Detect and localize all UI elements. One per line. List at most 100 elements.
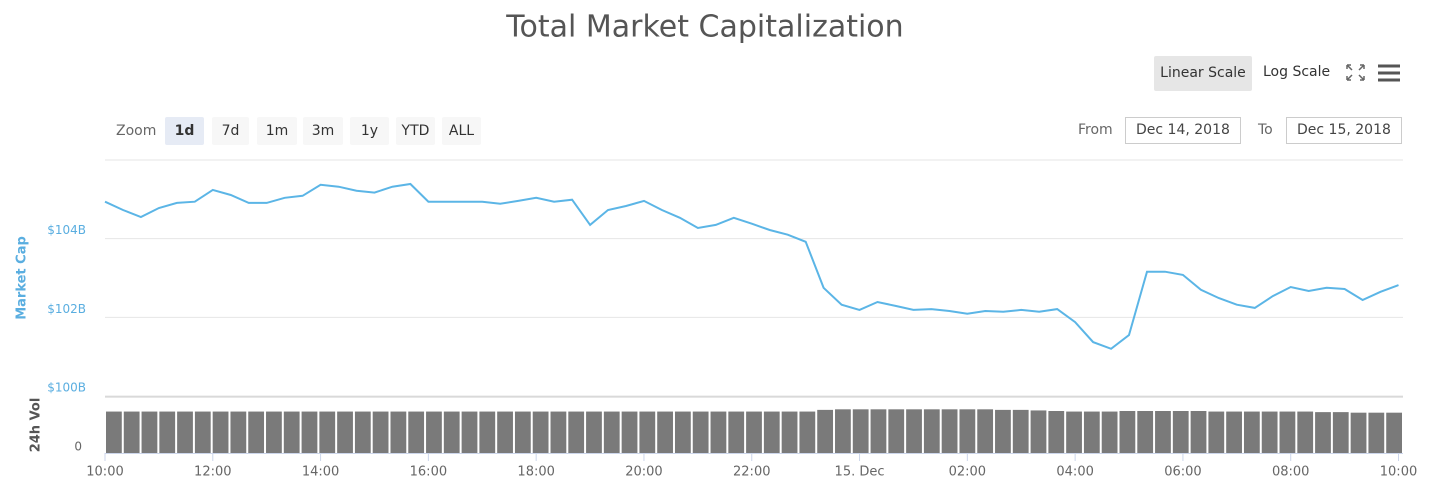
- volume-bar: [1083, 411, 1100, 453]
- volume-bar: [177, 411, 193, 453]
- volume-bar: [337, 411, 353, 453]
- volume-bar: [906, 409, 922, 453]
- volume-bar: [1332, 412, 1349, 453]
- zoom-button[interactable]: ALL: [442, 117, 481, 145]
- x-tick-label: 12:00: [194, 465, 231, 480]
- volume-bar: [159, 411, 176, 453]
- volume-bar: [746, 411, 762, 453]
- linear-scale-button[interactable]: Linear Scale: [1154, 56, 1252, 91]
- volume-bar: [1208, 411, 1225, 453]
- volume-bar: [568, 411, 585, 453]
- volume-bar: [959, 409, 976, 453]
- volume-bar: [461, 411, 478, 453]
- volume-bar: [1297, 411, 1314, 453]
- volume-bar: [1350, 412, 1367, 453]
- volume-bar: [194, 411, 211, 453]
- volume-bar: [1066, 411, 1082, 453]
- volume-bar: [1048, 411, 1065, 453]
- volume-bar: [1119, 411, 1136, 453]
- volume-bar: [1012, 409, 1029, 453]
- zoom-button[interactable]: 1y: [350, 117, 389, 145]
- volume-bar: [781, 411, 798, 453]
- volume-bar: [657, 411, 673, 453]
- x-tick-label: 15. Dec: [835, 465, 885, 480]
- x-tick-label: 10:00: [86, 465, 123, 480]
- volume-bar: [390, 411, 407, 453]
- to-label: To: [1258, 122, 1273, 138]
- volume-bar: [710, 411, 727, 453]
- volume-bar: [212, 411, 229, 453]
- x-tick-label: 20:00: [625, 465, 662, 480]
- volume-bar: [230, 411, 247, 453]
- y-tick-label: $104B: [47, 223, 86, 237]
- volume-bar: [497, 411, 513, 453]
- volume-bar: [728, 411, 745, 453]
- volume-bar: [550, 411, 567, 453]
- from-input[interactable]: Dec 14, 2018: [1125, 117, 1241, 144]
- volume-bar: [354, 411, 371, 453]
- volume-bar: [1226, 411, 1242, 453]
- x-tick-label: 02:00: [949, 465, 986, 480]
- log-scale-button[interactable]: Log Scale: [1263, 64, 1331, 80]
- to-input[interactable]: Dec 15, 2018: [1286, 117, 1402, 144]
- market-cap-line: [104, 182, 1399, 350]
- volume-bar: [266, 411, 282, 453]
- x-tick-label: 08:00: [1272, 465, 1309, 480]
- volume-bar: [603, 411, 620, 453]
- zoom-button[interactable]: 3m: [303, 117, 343, 145]
- x-tick-label: 10:00: [1380, 465, 1417, 480]
- volume-bar: [763, 411, 780, 453]
- volume-bar: [319, 411, 336, 453]
- volume-bar: [1172, 411, 1189, 453]
- volume-bar: [1101, 411, 1118, 453]
- volume-bar: [443, 411, 460, 453]
- volume-bar: [799, 411, 816, 453]
- y-tick-label: $100B: [47, 381, 86, 395]
- volume-bar: [248, 411, 265, 453]
- volume-bar: [479, 411, 496, 453]
- volume-bar: [835, 409, 851, 453]
- volume-bar: [1368, 412, 1385, 453]
- volume-bar: [1155, 411, 1171, 453]
- volume-bar: [1279, 411, 1296, 453]
- volume-bar: [1137, 411, 1154, 453]
- volume-bar: [106, 411, 122, 453]
- volume-bar: [283, 411, 300, 453]
- volume-bar: [514, 411, 531, 453]
- volume-bar: [426, 411, 442, 453]
- volume-bar: [586, 411, 602, 453]
- from-label: From: [1078, 122, 1113, 138]
- x-tick-label: 14:00: [302, 465, 339, 480]
- volume-bar: [817, 409, 834, 453]
- volume-bar: [621, 411, 638, 453]
- volume-bar: [639, 411, 656, 453]
- x-tick-label: 18:00: [517, 465, 554, 480]
- volume-bar: [1315, 412, 1331, 453]
- volume-tick-label: 0: [74, 440, 82, 454]
- zoom-button[interactable]: 1m: [257, 117, 297, 145]
- volume-bar: [1190, 411, 1207, 453]
- x-tick-label: 06:00: [1164, 465, 1201, 480]
- volume-bar: [532, 411, 549, 453]
- volume-bar: [923, 409, 940, 453]
- y-tick-label: $102B: [47, 302, 86, 316]
- volume-bar: [941, 409, 958, 453]
- chart-title: Total Market Capitalization: [505, 10, 903, 45]
- volume-bar: [1386, 412, 1402, 453]
- volume-bar: [674, 411, 691, 453]
- volume-label: 24h Vol: [29, 398, 44, 453]
- volume-bar: [372, 411, 389, 453]
- volume-bar: [408, 411, 425, 453]
- volume-bar: [692, 411, 709, 453]
- volume-bar: [888, 409, 905, 453]
- y-axis-label: Market Cap: [15, 236, 30, 320]
- x-tick-label: 22:00: [733, 465, 770, 480]
- volume-bar: [301, 411, 318, 453]
- zoom-button[interactable]: 1d: [165, 117, 204, 145]
- volume-bar: [995, 409, 1011, 453]
- zoom-button[interactable]: YTD: [396, 117, 435, 145]
- zoom-button[interactable]: 7d: [212, 117, 249, 145]
- volume-bar: [1261, 411, 1278, 453]
